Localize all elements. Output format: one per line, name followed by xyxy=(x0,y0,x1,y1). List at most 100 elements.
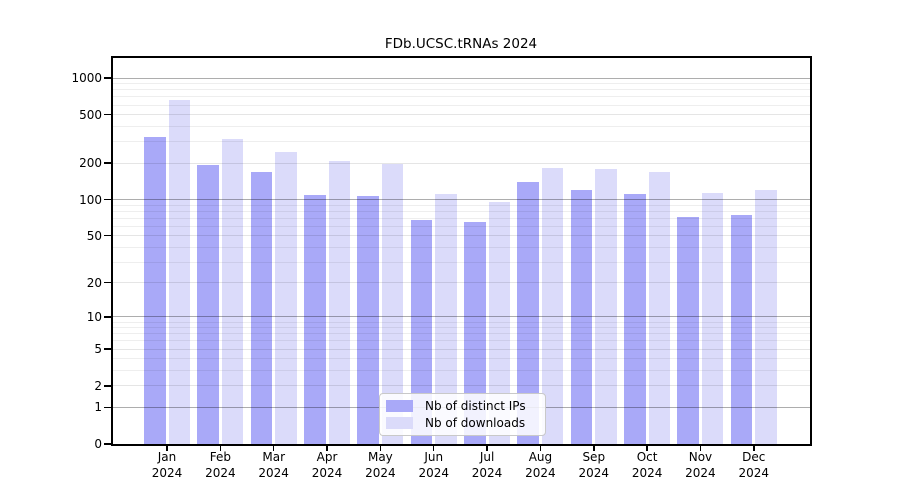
bar-nb-of-downloads-may xyxy=(381,163,404,444)
bar-nb-of-downloads-aug xyxy=(541,167,564,444)
y-tick-1000 xyxy=(104,77,111,79)
bar-nb-of-downloads-mar xyxy=(275,151,297,444)
y-tick-label-5: 5 xyxy=(94,342,102,357)
x-tick-label-mar: Mar 2024 xyxy=(258,450,289,480)
gridline-4 xyxy=(113,358,810,360)
legend-swatch-downloads xyxy=(386,417,413,429)
x-tick-label-apr: Apr 2024 xyxy=(311,450,343,480)
x-tick-aug xyxy=(539,446,542,451)
x-tick-label-aug: Aug 2024 xyxy=(525,450,556,480)
bar-nb-of-distinct-ips-oct xyxy=(624,193,646,444)
bar-nb-of-distinct-ips-jun xyxy=(410,219,433,444)
gridline-80 xyxy=(113,210,810,212)
y-tick-label-500: 500 xyxy=(79,107,102,122)
bar-nb-of-downloads-jan xyxy=(168,99,190,444)
y-tick-label-0: 0 xyxy=(94,437,102,451)
x-tick-label-dec: Dec 2024 xyxy=(738,450,770,480)
x-tick-oct xyxy=(646,446,648,451)
x-tick-label-may: May 2024 xyxy=(365,450,396,480)
chart-title: FDb.UCSC.tRNAs 2024 xyxy=(384,36,538,52)
gridline-50 xyxy=(113,235,810,237)
gridline-1000 xyxy=(113,77,810,79)
y-tick-label-1: 1 xyxy=(94,400,102,415)
gridline-7 xyxy=(113,333,810,335)
y-tick-10 xyxy=(104,316,111,318)
gridline-900 xyxy=(113,83,810,85)
legend-item-distinct-ips: Nb of distinct IPs xyxy=(386,399,545,413)
y-tick-500 xyxy=(104,113,111,116)
gridline-600 xyxy=(113,104,810,106)
bar-nb-of-downloads-feb xyxy=(221,138,244,444)
y-tick-5 xyxy=(104,348,111,350)
x-tick-label-feb: Feb 2024 xyxy=(205,450,236,480)
y-tick-1 xyxy=(104,406,111,409)
bar-nb-of-distinct-ips-aug xyxy=(517,182,539,444)
gridline-30 xyxy=(113,261,810,263)
gridline-3 xyxy=(113,370,810,372)
x-tick-label-jun: Jun 2024 xyxy=(418,450,449,480)
gridline-70 xyxy=(113,217,810,219)
gridline-800 xyxy=(113,89,810,91)
gridline-10 xyxy=(113,316,810,318)
x-tick-jul xyxy=(486,446,488,451)
legend-item-downloads: Nb of downloads xyxy=(386,416,545,430)
bar-nb-of-downloads-dec xyxy=(755,189,777,444)
gridline-400 xyxy=(113,125,810,127)
gridline-500 xyxy=(113,114,810,116)
x-tick-label-jul: Jul 2024 xyxy=(471,450,503,480)
y-tick-label-2: 2 xyxy=(94,378,102,393)
x-tick-nov xyxy=(699,446,702,451)
y-tick-label-100: 100 xyxy=(79,192,102,207)
x-tick-label-oct: Oct 2024 xyxy=(631,450,663,480)
gridline-2 xyxy=(113,385,810,387)
y-tick-20 xyxy=(104,281,111,284)
gridline-700 xyxy=(113,96,810,98)
x-tick-jun xyxy=(432,446,435,451)
gridline-5 xyxy=(113,348,810,350)
y-tick-100 xyxy=(104,198,111,201)
bar-nb-of-downloads-sep xyxy=(595,168,617,444)
bar-nb-of-downloads-jun xyxy=(435,194,457,444)
legend: Nb of distinct IPs Nb of downloads xyxy=(379,393,546,436)
y-tick-200 xyxy=(104,162,111,164)
bar-nb-of-distinct-ips-sep xyxy=(570,189,593,444)
gridline-90 xyxy=(113,204,810,206)
x-tick-label-nov: Nov 2024 xyxy=(685,450,716,480)
y-tick-2 xyxy=(104,385,111,387)
y-tick-label-10: 10 xyxy=(86,309,102,324)
plot-area xyxy=(111,56,812,446)
y-tick-label-20: 20 xyxy=(86,275,102,290)
y-tick-50 xyxy=(104,234,111,237)
x-tick-label-sep: Sep 2024 xyxy=(578,450,610,480)
gridline-20 xyxy=(113,282,810,284)
y-tick-label-200: 200 xyxy=(79,156,102,171)
x-tick-jan xyxy=(166,446,168,451)
bar-nb-of-distinct-ips-feb xyxy=(197,165,219,444)
gridline-40 xyxy=(113,246,810,248)
bar-nb-of-distinct-ips-may xyxy=(357,195,379,444)
bar-nb-of-downloads-jul xyxy=(488,202,511,444)
x-tick-dec xyxy=(753,446,755,451)
gridline-300 xyxy=(113,141,810,143)
bar-nb-of-distinct-ips-jan xyxy=(144,136,166,444)
bar-nb-of-distinct-ips-jul xyxy=(464,222,486,444)
x-tick-feb xyxy=(219,446,222,451)
x-tick-sep xyxy=(593,446,595,451)
bar-nb-of-distinct-ips-nov xyxy=(677,217,699,444)
y-tick-label-50: 50 xyxy=(86,228,102,243)
gridline-6 xyxy=(113,340,810,342)
bar-nb-of-distinct-ips-apr xyxy=(304,195,326,444)
gridline-8 xyxy=(113,327,810,329)
x-tick-may xyxy=(379,446,382,451)
legend-label-distinct-ips: Nb of distinct IPs xyxy=(425,399,526,413)
legend-swatch-distinct-ips xyxy=(386,400,413,412)
bar-nb-of-distinct-ips-mar xyxy=(250,171,273,444)
bar-nb-of-downloads-apr xyxy=(328,161,351,444)
bar-nb-of-distinct-ips-dec xyxy=(730,215,753,444)
gridline-200 xyxy=(113,162,810,164)
x-tick-label-jan: Jan 2024 xyxy=(151,450,183,480)
legend-label-downloads: Nb of downloads xyxy=(425,416,526,430)
x-tick-mar xyxy=(272,446,275,451)
y-tick-0 xyxy=(104,443,111,445)
